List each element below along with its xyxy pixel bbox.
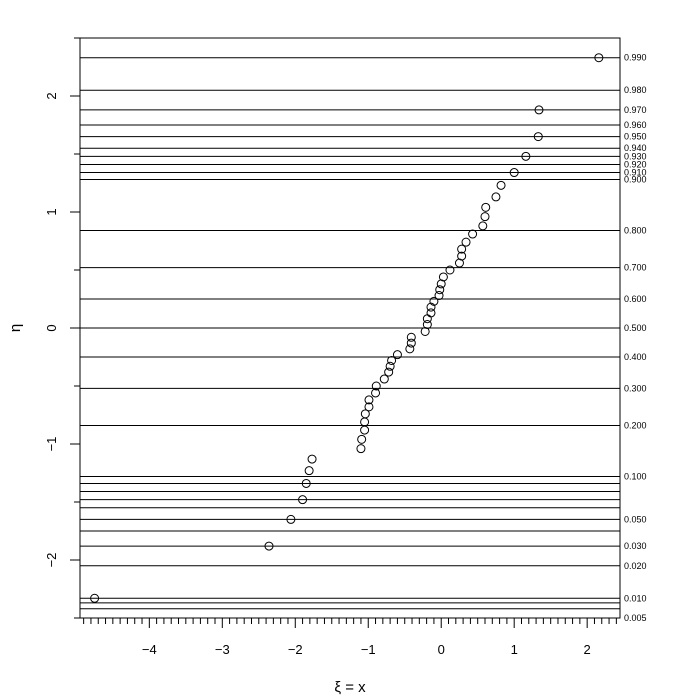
data-point <box>364 402 374 412</box>
probability-tick-label: 0.020 <box>624 561 647 571</box>
data-point <box>480 212 490 222</box>
data-point <box>457 251 467 261</box>
x-tick-label: −4 <box>142 642 157 657</box>
data-point <box>509 168 519 178</box>
y-axis: −2 −1 0 1 2 <box>44 37 80 619</box>
data-point <box>481 202 491 212</box>
data-point <box>385 361 395 371</box>
probability-tick-label: 0.940 <box>624 143 647 153</box>
y-tick-label: −1 <box>44 437 59 452</box>
data-point <box>384 367 394 377</box>
data-point <box>594 53 604 63</box>
data-point <box>307 454 317 464</box>
x-axis: −4 −3 −2 −1 0 1 2 <box>83 618 617 657</box>
data-point <box>429 296 439 306</box>
data-point <box>356 444 366 454</box>
probability-tick-label: 0.700 <box>624 263 647 273</box>
data-point <box>360 409 370 419</box>
probability-tick-label: 0.300 <box>624 383 647 393</box>
data-point <box>422 314 432 324</box>
probability-tick-label: 0.910 <box>624 168 647 178</box>
probability-tick-label: 0.100 <box>624 471 647 481</box>
data-point <box>461 237 471 247</box>
data-point <box>387 355 397 365</box>
data-point <box>457 244 467 254</box>
data-point <box>426 308 436 318</box>
data-point <box>360 425 370 435</box>
x-tick-label: −3 <box>215 642 230 657</box>
data-point <box>264 541 274 551</box>
data-point <box>405 344 415 354</box>
x-axis-label: ξ = x <box>334 679 366 696</box>
data-point <box>301 478 311 488</box>
data-point <box>468 229 478 239</box>
data-point <box>420 326 430 336</box>
x-tick-label: 0 <box>438 642 445 657</box>
y-axis-label: η <box>7 324 24 332</box>
probability-tick-label: 0.950 <box>624 132 647 142</box>
data-point <box>371 381 381 391</box>
data-point <box>434 291 444 301</box>
data-point <box>379 374 389 384</box>
probability-tick-label: 0.030 <box>624 541 647 551</box>
data-point <box>533 132 543 142</box>
x-tick-label: 1 <box>511 642 518 657</box>
data-point <box>304 466 314 476</box>
data-point <box>454 258 464 268</box>
data-point <box>445 265 455 275</box>
data-point <box>438 272 448 282</box>
probability-axis-labels: 0.005 0.010 0.020 0.030 0.050 0.100 0.200 0.300… <box>624 53 647 623</box>
y-tick-label: −2 <box>44 553 59 568</box>
y-tick-label: 1 <box>44 208 59 215</box>
data-point <box>286 514 296 524</box>
data-point <box>422 320 432 330</box>
probability-tick-label: 0.900 <box>624 175 647 185</box>
probability-tick-label: 0.930 <box>624 151 647 161</box>
x-tick-label: −1 <box>361 642 376 657</box>
probability-tick-label: 0.010 <box>624 593 647 603</box>
data-point <box>364 395 374 405</box>
probability-tick-label: 0.600 <box>624 294 647 304</box>
probability-tick-label: 0.500 <box>624 323 647 333</box>
data-point <box>491 192 501 202</box>
data-point <box>436 279 446 289</box>
probability-tick-label: 0.920 <box>624 159 647 169</box>
x-tick-label: 2 <box>584 642 591 657</box>
data-point <box>496 180 506 190</box>
probability-tick-label: 0.200 <box>624 420 647 430</box>
probability-tick-label: 0.970 <box>624 105 647 115</box>
probability-tick-label: 0.980 <box>624 85 647 95</box>
data-point <box>435 285 445 295</box>
data-point <box>392 350 402 360</box>
probability-tick-label: 0.960 <box>624 120 647 130</box>
data-point <box>406 332 416 342</box>
data-point <box>357 434 367 444</box>
data-point <box>90 593 100 603</box>
probability-tick-label: 0.400 <box>624 352 647 362</box>
data-point <box>298 495 308 505</box>
y-tick-label: 2 <box>44 92 59 99</box>
probability-tick-label: 0.050 <box>624 514 647 524</box>
data-point <box>360 417 370 427</box>
data-point <box>478 221 488 231</box>
probability-tick-label: 0.005 <box>624 613 647 623</box>
probability-tick-label: 0.990 <box>624 53 647 63</box>
y-tick-label: 0 <box>44 324 59 331</box>
probability-tick-label: 0.800 <box>624 226 647 236</box>
data-point <box>371 388 381 398</box>
data-point <box>426 302 436 312</box>
data-point <box>534 105 544 115</box>
data-point <box>521 151 531 161</box>
probability-gridlines <box>80 57 620 619</box>
data-points <box>90 53 604 603</box>
x-tick-label: −2 <box>288 642 303 657</box>
data-point <box>406 338 416 348</box>
